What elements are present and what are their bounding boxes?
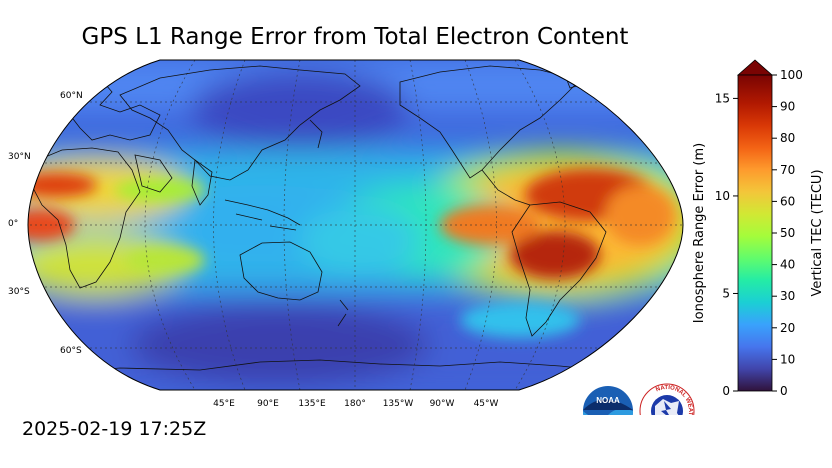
colorbar-left-tick-label: 15 <box>715 91 730 105</box>
lat-label: 60°N <box>60 91 83 101</box>
lon-label: 135°E <box>298 399 326 409</box>
lon-label: 90°W <box>430 399 455 409</box>
nws-logo: NATIONAL WEATHER SERVICE <box>639 383 695 415</box>
colorbar-left-tick-label: 0 <box>722 384 730 398</box>
colorbar-left-tick-label: 5 <box>722 286 730 300</box>
colorbar-extend-arrow <box>736 59 774 76</box>
colorbar-right-tick-label: 20 <box>780 321 795 335</box>
colorbar-bar <box>737 74 773 392</box>
colorbar-right-label: Vertical TEC (TECU) <box>810 169 825 296</box>
colorbar-right-tick-label: 100 <box>780 68 803 82</box>
colorbar-right-tick-label: 40 <box>780 258 795 272</box>
graticule <box>28 60 683 390</box>
colorbar-right-tick-label: 90 <box>780 100 795 114</box>
chart-title: GPS L1 Range Error from Total Electron C… <box>81 24 629 50</box>
lon-label: 180° <box>344 399 366 409</box>
colorbar-left-tick-label: 10 <box>715 189 730 203</box>
colorbar-right-tick-label: 70 <box>780 163 795 177</box>
colorbar-right-tick-label: 50 <box>780 226 795 240</box>
lat-label: 30°S <box>8 287 30 297</box>
noaa-logo-text: NOAA <box>596 396 620 405</box>
lon-label: 135°W <box>383 399 414 409</box>
lon-label: 90°E <box>257 399 279 409</box>
lat-label: 0° <box>8 219 18 229</box>
lon-label: 45°W <box>474 399 499 409</box>
lat-label: 60°S <box>60 346 82 356</box>
noaa-logo: NOAA <box>583 386 633 415</box>
world-map: 60°N 30°N 0° 30°S 60°S 45°E 90°E 135°E 1… <box>8 59 695 415</box>
colorbar-left-label: Ionosphere Range Error (m) <box>692 143 707 323</box>
tec-field <box>28 60 683 390</box>
globe-outline <box>27 59 684 391</box>
colorbar-right-tick-label: 80 <box>780 131 795 145</box>
colorbar-right-tick-label: 0 <box>780 384 788 398</box>
colorbar-right-tick-label: 10 <box>780 352 795 366</box>
timestamp: 2025-02-19 17:25Z <box>22 418 207 440</box>
lon-label: 45°E <box>213 399 235 409</box>
colorbar-right-axis: 0 10 20 30 40 50 60 70 80 90 100 <box>772 68 803 398</box>
colorbar-left-axis: 0 5 10 15 <box>715 91 738 398</box>
colorbar-right-tick-label: 60 <box>780 194 795 208</box>
colorbar: 0 5 10 15 0 10 20 30 40 50 60 70 80 90 100 Ionosphere… <box>692 59 825 398</box>
colorbar-right-tick-label: 30 <box>780 289 795 303</box>
lat-label: 30°N <box>8 152 31 162</box>
